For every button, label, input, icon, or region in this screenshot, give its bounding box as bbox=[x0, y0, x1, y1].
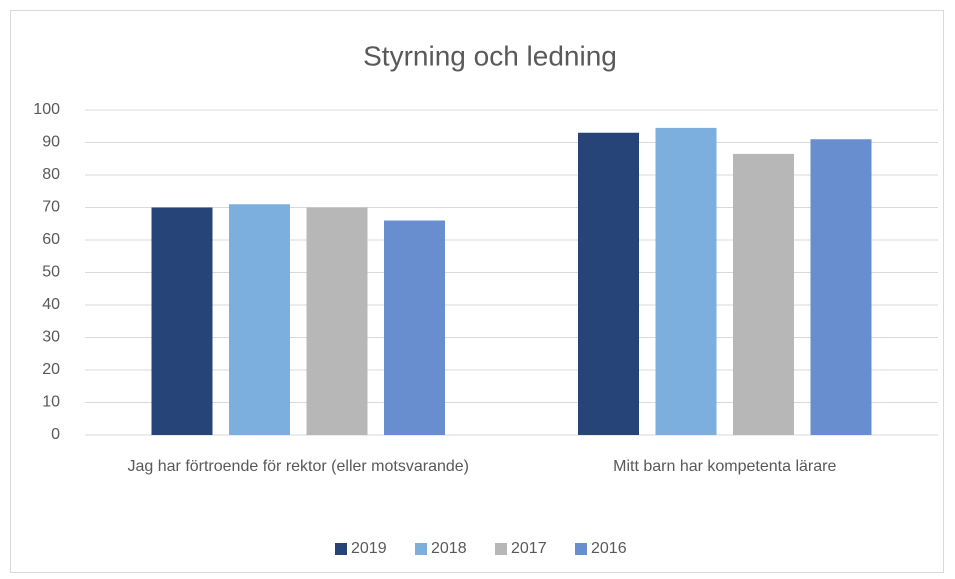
legend-swatch bbox=[335, 543, 347, 555]
bar bbox=[229, 204, 290, 435]
bar bbox=[810, 139, 872, 435]
y-tick-label: 0 bbox=[51, 426, 60, 443]
y-tick-label: 90 bbox=[42, 134, 60, 151]
legend-label: 2018 bbox=[431, 540, 467, 557]
bar bbox=[733, 153, 794, 435]
legend-swatch bbox=[495, 543, 507, 555]
bar bbox=[384, 220, 445, 435]
y-tick-label: 20 bbox=[42, 361, 60, 378]
bar bbox=[655, 127, 717, 435]
bar bbox=[151, 207, 213, 435]
bar bbox=[306, 207, 368, 435]
x-tick-label: Jag har förtroende för rektor (eller mot… bbox=[127, 458, 469, 475]
legend-swatch bbox=[415, 543, 427, 555]
y-tick-label: 60 bbox=[42, 231, 60, 248]
y-tick-label: 40 bbox=[42, 296, 60, 313]
legend-label: 2017 bbox=[511, 540, 547, 557]
chart-border bbox=[10, 10, 944, 573]
y-tick-label: 80 bbox=[42, 166, 60, 183]
legend-label: 2016 bbox=[591, 540, 627, 557]
x-tick-label: Mitt barn har kompetenta lärare bbox=[613, 458, 837, 475]
legend-swatch bbox=[575, 543, 587, 555]
y-tick-label: 10 bbox=[42, 394, 60, 411]
y-tick-label: 30 bbox=[42, 329, 60, 346]
y-tick-label: 70 bbox=[42, 199, 60, 216]
y-tick-label: 100 bbox=[33, 101, 60, 118]
y-tick-label: 50 bbox=[42, 264, 60, 281]
chart-title: Styrning och ledning bbox=[363, 40, 617, 71]
legend-label: 2019 bbox=[351, 540, 387, 557]
bar bbox=[578, 132, 639, 435]
